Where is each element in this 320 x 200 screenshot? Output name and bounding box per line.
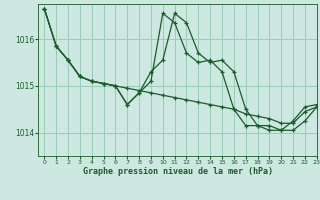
X-axis label: Graphe pression niveau de la mer (hPa): Graphe pression niveau de la mer (hPa) xyxy=(83,167,273,176)
